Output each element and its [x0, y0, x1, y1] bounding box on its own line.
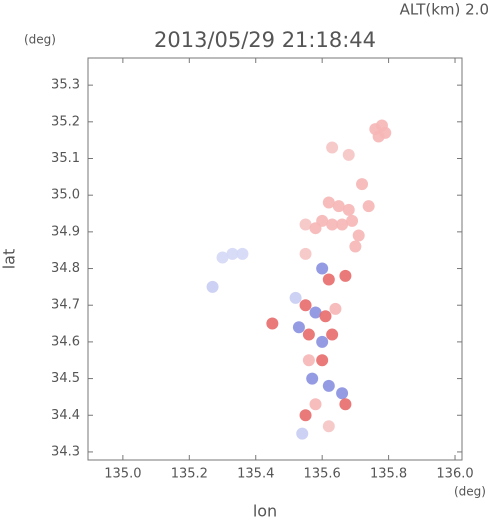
echo-point — [322, 379, 335, 392]
echo-point — [306, 372, 319, 385]
echo-point — [292, 321, 305, 334]
echo-point — [302, 328, 315, 341]
echo-point — [299, 409, 312, 422]
echo-point — [339, 398, 352, 411]
echo-point — [362, 200, 375, 213]
x-tick-label: 135.4 — [237, 467, 274, 482]
chart-title: 2013/05/29 21:18:44 — [154, 28, 376, 52]
echo-point — [309, 398, 322, 411]
echo-point — [342, 203, 355, 216]
y-tick-label: 35.1 — [51, 151, 80, 166]
x-tick-label: 135.2 — [171, 467, 208, 482]
echo-point — [299, 247, 312, 260]
echo-point — [216, 251, 229, 264]
echo-point — [329, 302, 342, 315]
plot-frame — [87, 57, 463, 461]
y-tick-label: 35.2 — [51, 114, 80, 129]
y-unit: (deg) — [24, 33, 56, 47]
echo-point — [379, 126, 392, 139]
echo-point — [296, 427, 309, 440]
echo-point — [266, 317, 279, 330]
x-tick-label: 135.0 — [104, 467, 141, 482]
echo-point — [356, 178, 369, 191]
y-tick-label: 35.3 — [51, 78, 80, 93]
echo-point — [326, 218, 339, 231]
echo-point — [289, 291, 302, 304]
x-tick-label: 135.8 — [370, 467, 407, 482]
x-tick-label: 136.0 — [436, 467, 473, 482]
echo-point — [316, 335, 329, 348]
y-tick-label: 34.5 — [51, 371, 80, 386]
echo-point — [316, 354, 329, 367]
echo-point — [206, 280, 219, 293]
annotation: ALT(km) 2.0 — [400, 1, 489, 19]
echo-point — [336, 387, 349, 400]
echo-point — [226, 247, 239, 260]
echo-point — [236, 247, 249, 260]
echo-point — [342, 148, 355, 161]
echo-point — [319, 310, 332, 323]
echo-point — [302, 354, 315, 367]
echo-point — [309, 306, 322, 319]
y-tick-label: 34.3 — [51, 444, 80, 459]
echo-point — [349, 240, 362, 253]
echo-point — [309, 222, 322, 235]
x-unit: (deg) — [454, 485, 486, 499]
echo-point — [332, 200, 345, 213]
echo-point — [316, 262, 329, 275]
x-tick-label: 135.6 — [304, 467, 341, 482]
y-tick-label: 34.8 — [51, 261, 80, 276]
y-axis-label: lat — [0, 249, 19, 270]
echo-point — [322, 273, 335, 286]
y-tick-label: 34.4 — [51, 408, 80, 423]
echo-point — [322, 420, 335, 433]
y-tick-label: 34.9 — [51, 224, 80, 239]
echo-point — [322, 196, 335, 209]
echo-point — [299, 218, 312, 231]
echo-point — [336, 218, 349, 231]
echo-point — [326, 328, 339, 341]
echo-point — [346, 214, 359, 227]
y-tick-label: 35.0 — [51, 188, 80, 203]
x-axis-label: lon — [253, 502, 277, 521]
y-tick-label: 34.6 — [51, 334, 80, 349]
echo-point — [299, 299, 312, 312]
echo-point — [352, 229, 365, 242]
y-tick-label: 34.7 — [51, 298, 80, 313]
echo-point — [326, 141, 339, 154]
echo-point — [339, 269, 352, 282]
